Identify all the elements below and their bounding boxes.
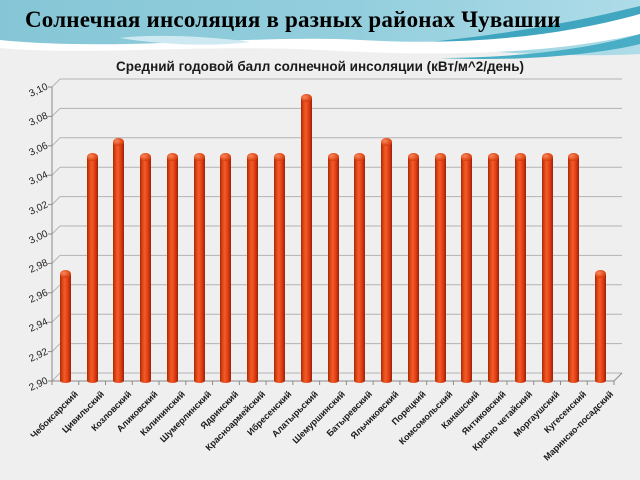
- bar-Алатырьский: [300, 93, 312, 383]
- bar-Калининский: [166, 152, 178, 383]
- bar-Янтиковский: [488, 152, 500, 383]
- bar-Аликовский: [140, 152, 152, 383]
- bar-Комсомольский: [434, 152, 446, 383]
- bar-Ибресенский: [273, 152, 285, 383]
- y-label: 3,04: [27, 169, 50, 188]
- bar-Канашский: [461, 152, 473, 383]
- y-label: 2,94: [27, 316, 50, 335]
- bar-Порецкий: [407, 152, 419, 383]
- bar-Чебоксарский: [59, 270, 71, 383]
- bar-Козловский: [113, 137, 125, 383]
- y-label: 2,92: [27, 346, 50, 365]
- bar-Яльчиковский: [381, 137, 393, 383]
- bar-Батыревский: [354, 152, 366, 383]
- y-label: 2,96: [27, 287, 50, 306]
- y-label: 3,02: [27, 199, 50, 218]
- chart-title: Средний годовой балл солнечной инсоляции…: [116, 59, 524, 74]
- bar-Ядринский: [220, 152, 232, 383]
- y-label: 3,10: [27, 81, 50, 100]
- bar-Кугесенский: [568, 152, 580, 383]
- bar-Шумерлинский: [193, 152, 205, 383]
- y-label: 2,90: [27, 375, 50, 394]
- bar-Красно четайский: [514, 152, 526, 383]
- bar-Красноармейский: [247, 152, 259, 383]
- bar-Шемуршинский: [327, 152, 339, 383]
- bar-Маринско-посадский: [595, 270, 607, 383]
- slide-title: Солнечная инсоляция в разных районах Чув…: [25, 7, 561, 32]
- y-label: 3,00: [27, 228, 50, 247]
- y-label: 3,08: [27, 110, 50, 130]
- y-label: 2,98: [27, 257, 50, 277]
- y-label: 3,06: [27, 140, 50, 159]
- bar-Моргаушский: [541, 152, 553, 383]
- bar-Цивильский: [86, 152, 98, 383]
